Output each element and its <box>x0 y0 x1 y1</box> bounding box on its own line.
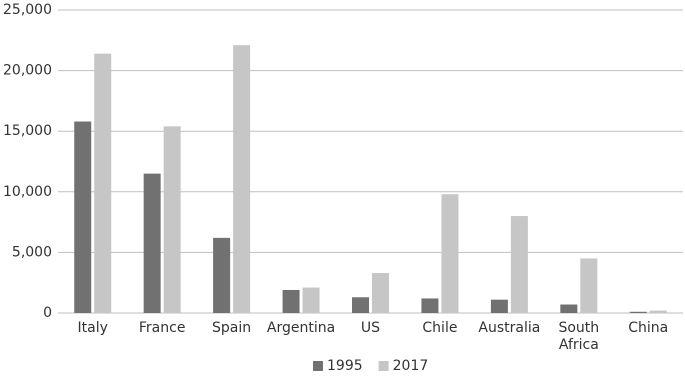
x-tick-label: France <box>138 320 186 336</box>
bar <box>372 273 389 313</box>
x-tick-label: Italy <box>77 320 108 336</box>
x-tick-label: Argentina <box>266 320 336 336</box>
bar <box>560 304 578 313</box>
legend-swatch <box>378 361 389 371</box>
x-tick-label: Chile <box>422 320 458 336</box>
y-tick-label: 5,000 <box>12 244 52 260</box>
bar <box>510 216 528 313</box>
x-tick-label: South Africa <box>558 320 600 353</box>
x-tick-label: China <box>628 320 669 336</box>
y-tick-label: 25,000 <box>3 2 52 18</box>
y-tick-label: 15,000 <box>3 123 52 139</box>
legend-swatch <box>313 361 323 371</box>
x-tick-label: US <box>360 320 381 336</box>
y-tick-label: 10,000 <box>3 184 52 200</box>
bar <box>490 299 508 313</box>
bar <box>421 298 439 313</box>
legend-label: 1995 <box>327 358 363 374</box>
bar <box>302 287 320 313</box>
bar <box>163 126 181 314</box>
bar <box>233 45 251 313</box>
bar <box>629 311 647 313</box>
x-tick-label: Australia <box>478 320 541 336</box>
y-tick-label: 0 <box>43 305 52 321</box>
bar <box>441 194 459 313</box>
y-tick-label: 20,000 <box>3 63 52 79</box>
x-tick-label: Spain <box>212 320 252 336</box>
bar <box>74 121 92 313</box>
bar <box>282 289 300 313</box>
bar <box>580 258 598 313</box>
bar <box>213 237 231 313</box>
bar <box>94 53 112 314</box>
bar <box>352 297 369 313</box>
legend-label: 2017 <box>393 358 429 374</box>
bar <box>649 310 667 313</box>
bar <box>143 173 161 313</box>
